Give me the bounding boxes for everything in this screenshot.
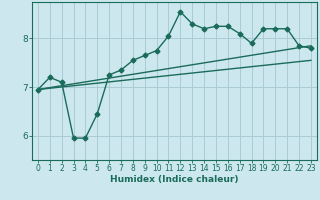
X-axis label: Humidex (Indice chaleur): Humidex (Indice chaleur) — [110, 175, 239, 184]
